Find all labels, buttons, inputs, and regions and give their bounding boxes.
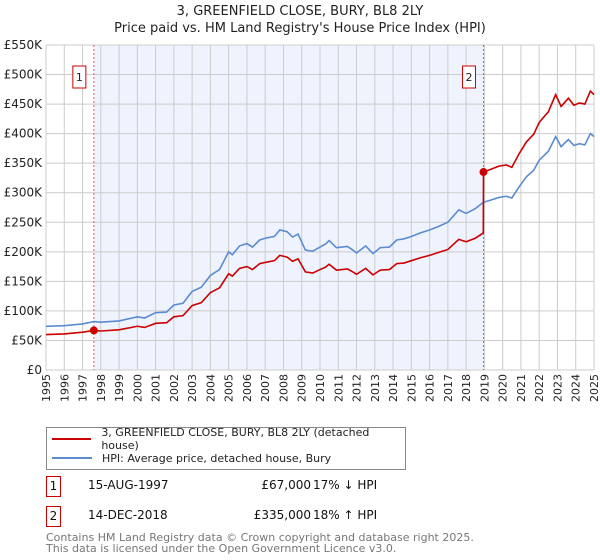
x-tick-label: 2007 [259, 374, 272, 402]
x-tick-label: 1995 [40, 374, 53, 402]
legend-label: HPI: Average price, detached house, Bury [102, 451, 332, 465]
sale-row: 1 15-AUG-1997 £67,000 17% ↓ HPI [46, 476, 600, 498]
x-tick-label: 2017 [442, 374, 455, 402]
y-tick-label: £500K [4, 68, 44, 82]
y-tick-label: £400K [4, 127, 44, 141]
sale-marker-badge: 2 [46, 506, 61, 527]
sale-marker-badge: 1 [46, 476, 61, 497]
price-chart: 1995 1996 1997 1998 1999 2000 2001 2002 2003 2004… [4, 38, 600, 402]
x-tick-label: 2002 [168, 374, 181, 402]
y-tick-label: £350K [4, 156, 44, 170]
x-tick-label: 2009 [296, 374, 309, 402]
footer-copyright: Contains HM Land Registry data © Crown c… [46, 531, 474, 544]
x-tick-label: 2016 [424, 374, 437, 402]
y-tick-label: £450K [4, 97, 44, 111]
legend-label: 3, GREENFIELD CLOSE, BURY, BL8 2LY (deta… [101, 426, 370, 452]
shaded-period [93, 45, 484, 370]
sale-point [89, 326, 98, 335]
x-tick-label: 2005 [223, 374, 236, 402]
sale-price: £335,000 [253, 508, 311, 522]
legend: 3, GREENFIELD CLOSE, BURY, BL8 2LY (deta… [46, 426, 406, 470]
sale-hpi-diff: 17% ↓ HPI [313, 478, 378, 492]
x-tick-label: 2004 [204, 374, 217, 402]
y-tick-label: £50K [11, 333, 43, 347]
x-tick-label: 2001 [150, 374, 163, 402]
sale-price: £67,000 [261, 478, 311, 492]
y-tick-label: £0 [27, 363, 42, 377]
property-price-line [45, 89, 595, 336]
hpi-line [45, 132, 595, 328]
annotation-label: 1 [76, 71, 83, 84]
x-tick-label: 1999 [113, 374, 126, 402]
y-tick-label: £300K [4, 186, 44, 200]
x-tick-label: 2000 [131, 374, 144, 402]
legend-item-hpi: HPI: Average price, detached house, Bury [52, 450, 331, 466]
annotation-box [72, 65, 87, 89]
x-tick-label: 2012 [351, 374, 364, 402]
legend-swatch-hpi [52, 457, 92, 459]
x-tick-label: 2018 [460, 374, 473, 402]
sale-hpi-diff: 18% ↑ HPI [313, 508, 378, 522]
y-tick-label: £100K [4, 304, 44, 318]
y-tick-label: £150K [4, 274, 44, 288]
x-tick-label: 2003 [186, 374, 199, 402]
footer-licence: This data is licensed under the Open Gov… [46, 542, 397, 555]
x-tick-label: 2008 [277, 374, 290, 402]
x-tick-label: 2019 [478, 374, 491, 402]
y-tick-label: £250K [4, 215, 44, 229]
annotation-label: 2 [465, 71, 472, 84]
legend-item-property: 3, GREENFIELD CLOSE, BURY, BL8 2LY (deta… [52, 426, 405, 452]
x-tick-label: 2013 [369, 374, 382, 402]
legend-swatch-property [52, 438, 92, 440]
x-tick-label: 2020 [497, 374, 510, 402]
sale-date: 14-DEC-2018 [88, 508, 168, 522]
annotation-box [461, 65, 476, 89]
x-tick-label: 2011 [332, 374, 345, 402]
x-tick-label: 2025 [588, 374, 600, 402]
x-tick-label: 2015 [405, 374, 418, 402]
x-tick-label: 2010 [314, 374, 327, 402]
x-tick-label: 2014 [387, 374, 400, 402]
x-tick-label: 2022 [533, 374, 546, 402]
x-tick-label: 2023 [551, 374, 564, 402]
x-tick-label: 2021 [515, 374, 528, 402]
x-tick-label: 1996 [58, 374, 71, 402]
footer: Contains HM Land Registry data © Crown c… [46, 532, 474, 554]
chart-subtitle: Price paid vs. HM Land Registry's House … [114, 21, 486, 36]
y-tick-label: £550K [4, 38, 44, 52]
y-tick-label: £200K [4, 245, 44, 259]
x-tick-label: 2024 [570, 374, 583, 402]
sale-date: 15-AUG-1997 [88, 478, 169, 492]
sale-point [479, 168, 488, 177]
chart-title: 3, GREENFIELD CLOSE, BURY, BL8 2LY [176, 4, 424, 19]
x-tick-label: 1998 [95, 374, 108, 402]
sale-row: 2 14-DEC-2018 £335,000 18% ↑ HPI [46, 506, 600, 528]
x-tick-label: 2006 [241, 374, 254, 402]
x-tick-label: 1997 [77, 374, 90, 402]
